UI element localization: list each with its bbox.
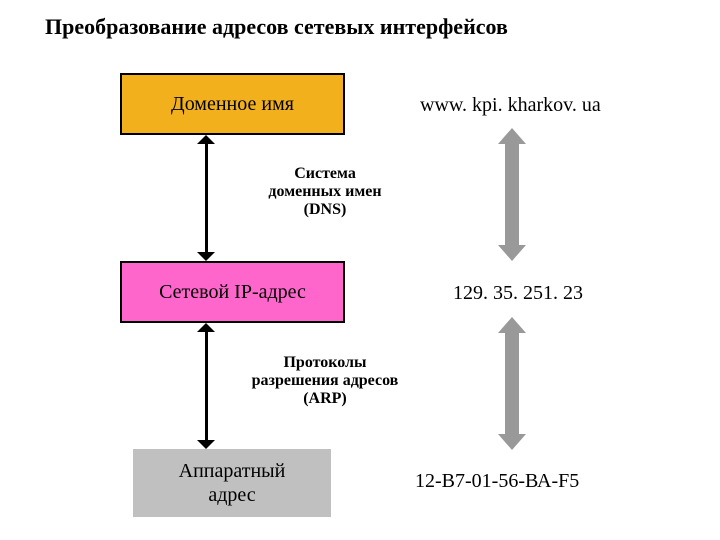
box-ip-address-text: Сетевой IP-адрес: [159, 280, 306, 304]
box-hardware-address-text: Аппаратныйадрес: [179, 459, 286, 507]
box-domain-name: Доменное имя: [120, 73, 345, 135]
value-ip: 129. 35. 251. 23: [453, 282, 583, 305]
box-domain-name-text: Доменное имя: [171, 92, 294, 116]
value-mac: 12-В7-01-56-ВА-F5: [415, 470, 579, 493]
label-dns: Системадоменных имен(DNS): [225, 165, 425, 219]
box-ip-address: Сетевой IP-адрес: [120, 261, 345, 323]
box-hardware-address: Аппаратныйадрес: [133, 449, 331, 517]
value-domain: www. kpi. kharkov. ua: [420, 94, 601, 117]
label-arp: Протоколыразрешения адресов(ARP): [210, 354, 440, 408]
page-title: Преобразование адресов сетевых интерфейс…: [45, 14, 508, 40]
